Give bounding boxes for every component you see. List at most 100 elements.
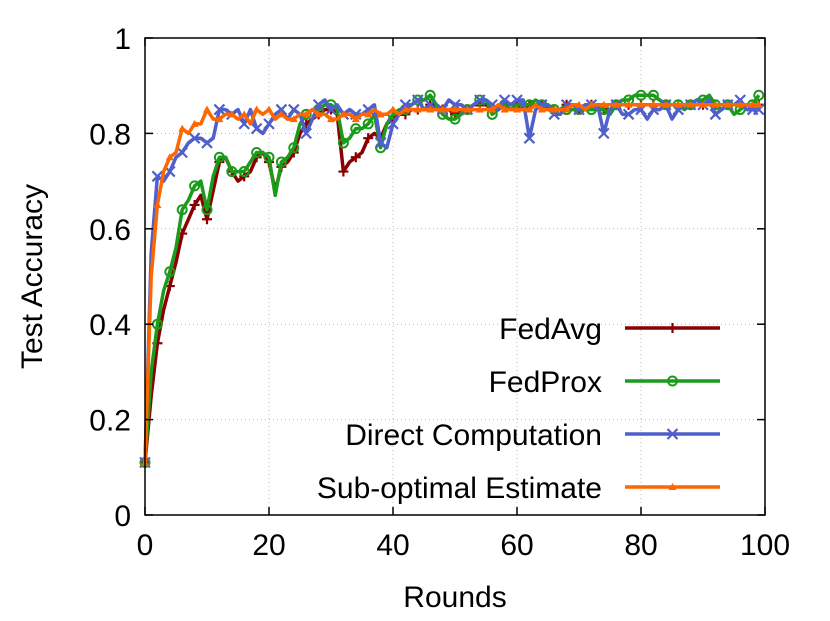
data-point-sub-optimal-estimate — [252, 105, 261, 113]
data-point-sub-optimal-estimate — [302, 110, 311, 118]
data-point-sub-optimal-estimate — [637, 100, 645, 108]
data-point-direct-computation — [709, 108, 722, 121]
data-point-sub-optimal-estimate — [525, 105, 534, 113]
x-tick-label: 60 — [500, 529, 533, 562]
y-tick-label: 0.2 — [89, 405, 131, 438]
data-point-sub-optimal-estimate — [277, 110, 286, 118]
data-point-sub-optimal-estimate — [426, 105, 435, 113]
data-point-sub-optimal-estimate — [364, 110, 373, 118]
data-point-fedprox — [424, 89, 436, 101]
data-point-sub-optimal-estimate — [178, 124, 187, 132]
data-point-fedprox — [189, 180, 201, 192]
series-line-fedavg — [143, 103, 759, 463]
data-point-fedprox — [263, 151, 275, 163]
legend-marker-fedavg — [667, 323, 678, 333]
x-axis-title: Rounds — [403, 581, 506, 614]
data-point-direct-computation — [201, 137, 213, 149]
data-point-fedprox — [635, 89, 647, 101]
data-point-fedprox — [350, 123, 362, 135]
data-point-sub-optimal-estimate — [723, 100, 732, 108]
y-axis-title: Test Accuracy — [16, 184, 49, 369]
data-point-sub-optimal-estimate — [575, 100, 583, 108]
data-point-sub-optimal-estimate — [203, 105, 211, 113]
data-point-fedprox — [647, 89, 659, 101]
data-point-sub-optimal-estimate — [624, 100, 633, 108]
data-point-fedprox — [226, 166, 238, 178]
grid-lines — [145, 38, 765, 515]
series-fedprox — [139, 89, 765, 469]
series-sub-optimal-estimate — [141, 100, 763, 466]
x-tick-label: 20 — [252, 529, 285, 562]
series-line-sub-optimal-estimate — [143, 103, 759, 463]
data-point-fedprox — [412, 94, 424, 106]
data-point-sub-optimal-estimate — [562, 105, 571, 113]
data-point-sub-optimal-estimate — [612, 100, 621, 108]
data-point-fedprox — [337, 137, 349, 149]
data-point-sub-optimal-estimate — [190, 119, 199, 127]
data-point-sub-optimal-estimate — [686, 100, 695, 108]
legend-label-fedavg: FedAvg — [499, 313, 602, 346]
x-tick-label: 0 — [137, 529, 154, 562]
data-point-direct-computation — [188, 132, 201, 144]
data-point-sub-optimal-estimate — [401, 105, 410, 113]
x-tick-label: 80 — [624, 529, 657, 562]
series-layer — [139, 89, 765, 469]
y-tick-label: 1 — [114, 23, 131, 56]
data-point-fedprox — [753, 89, 765, 101]
data-point-direct-computation — [387, 118, 399, 130]
series-line-direct-computation — [143, 98, 759, 463]
data-point-direct-computation — [498, 94, 511, 106]
data-point-direct-computation — [523, 132, 536, 144]
data-point-direct-computation — [325, 103, 337, 116]
data-point-sub-optimal-estimate — [711, 100, 720, 108]
data-point-sub-optimal-estimate — [215, 115, 224, 123]
y-tick-label: 0 — [114, 500, 131, 533]
data-point-sub-optimal-estimate — [513, 105, 521, 113]
data-point-sub-optimal-estimate — [289, 115, 298, 123]
legend-marker-direct-computation — [666, 428, 679, 440]
x-tick-label: 100 — [740, 529, 790, 562]
data-point-sub-optimal-estimate — [165, 153, 174, 161]
data-point-sub-optimal-estimate — [587, 100, 596, 108]
data-point-fedprox — [238, 166, 250, 178]
data-point-sub-optimal-estimate — [265, 105, 273, 113]
data-point-sub-optimal-estimate — [351, 115, 360, 123]
x-tick-label: 40 — [376, 529, 409, 562]
data-point-direct-computation — [412, 94, 424, 106]
data-point-direct-computation — [250, 122, 263, 135]
data-point-fedprox — [275, 156, 287, 168]
data-point-sub-optimal-estimate — [674, 100, 683, 108]
series-fedavg — [140, 99, 764, 468]
data-point-sub-optimal-estimate — [339, 110, 348, 118]
data-point-direct-computation — [213, 103, 226, 116]
data-point-sub-optimal-estimate — [314, 110, 323, 118]
data-point-sub-optimal-estimate — [376, 110, 385, 118]
data-point-sub-optimal-estimate — [451, 105, 459, 113]
data-point-fedprox — [288, 142, 300, 154]
plot-frame — [144, 37, 766, 516]
data-point-fedavg — [189, 199, 200, 210]
legend-label-sub-optimal-estimate: Sub-optimal Estimate — [317, 472, 602, 505]
data-point-sub-optimal-estimate — [699, 100, 707, 108]
data-point-sub-optimal-estimate — [649, 100, 658, 108]
data-point-fedavg — [338, 166, 349, 177]
y-tick-label: 0.8 — [89, 118, 131, 151]
data-point-sub-optimal-estimate — [754, 100, 763, 108]
series-direct-computation — [139, 94, 765, 469]
data-point-direct-computation — [176, 146, 188, 159]
data-point-fedprox — [251, 146, 263, 158]
data-point-fedprox — [449, 113, 461, 125]
data-point-sub-optimal-estimate — [500, 105, 509, 113]
data-point-fedprox — [362, 118, 374, 130]
legend-label-fedprox: FedProx — [489, 366, 602, 399]
data-point-direct-computation — [275, 103, 288, 116]
data-point-sub-optimal-estimate — [550, 105, 559, 113]
legend-marker-fedprox — [667, 375, 678, 387]
series-line-fedprox — [143, 93, 761, 463]
data-point-direct-computation — [598, 127, 610, 140]
data-point-sub-optimal-estimate — [599, 100, 608, 108]
data-point-sub-optimal-estimate — [438, 105, 447, 113]
legend-marker-sub-optimal-estimate — [668, 483, 677, 490]
legend-label-direct-computation: Direct Computation — [345, 419, 602, 452]
